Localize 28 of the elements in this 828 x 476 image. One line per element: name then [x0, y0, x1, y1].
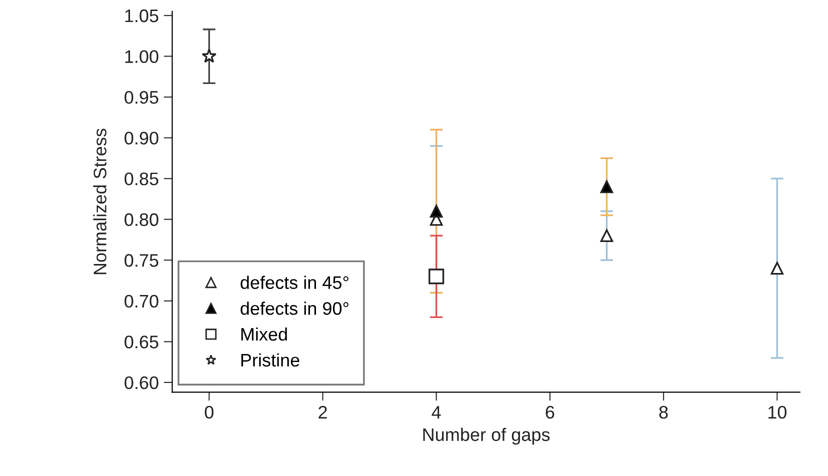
- x-tick-label: 4: [432, 406, 441, 419]
- point: [770, 262, 784, 275]
- legend-label: Mixed: [241, 327, 287, 341]
- y-axis-title: Normalized Stress: [93, 128, 106, 274]
- y-tick-label: 1.00: [125, 50, 158, 63]
- x-axis-title: Number of gaps: [423, 428, 550, 445]
- y-tick-label: 0.90: [124, 132, 158, 145]
- x-tick-label: 10: [768, 406, 786, 419]
- y-tick-label: 0.95: [124, 90, 158, 104]
- x-tick-label: 8: [659, 406, 668, 419]
- point: [600, 229, 614, 242]
- x-tick-label: 2: [318, 406, 327, 419]
- point: [428, 268, 444, 284]
- y-tick-label: 0.85: [124, 172, 158, 186]
- legend-label: Pristine: [241, 353, 300, 367]
- y-tick-label: 0.70: [124, 294, 158, 308]
- y-tick-label: 0.80: [124, 213, 158, 226]
- x-tick-label: 0: [204, 406, 214, 419]
- point: [600, 180, 614, 194]
- point: [430, 204, 443, 218]
- y-tick-label: 1.05: [125, 9, 158, 22]
- point: [202, 48, 217, 63]
- legend-label: defects in 45°: [240, 276, 348, 290]
- legend-label: defects in 90°: [240, 302, 348, 315]
- x-tick-label: 6: [546, 406, 554, 419]
- y-tick-label: 0.60: [124, 376, 158, 390]
- y-tick-label: 0.65: [124, 336, 158, 348]
- y-tick-label: 0.75: [124, 254, 158, 267]
